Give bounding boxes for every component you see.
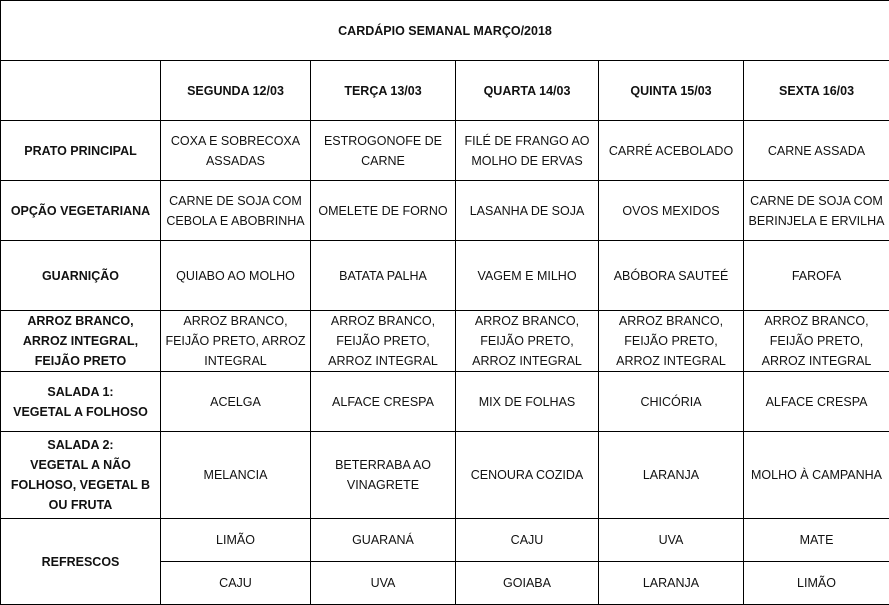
- menu-row: SALADA 2: VEGETAL A NÃO FOLHOSO, VEGETAL…: [1, 432, 889, 519]
- menu-cell: CENOURA COZIDA: [456, 432, 599, 519]
- menu-cell: VAGEM E MILHO: [456, 241, 599, 311]
- menu-cell: CARNE ASSADA: [744, 121, 889, 181]
- row-label: GUARNIÇÃO: [1, 241, 161, 311]
- row-label: REFRESCOS: [1, 519, 161, 605]
- menu-cell: ARROZ BRANCO, FEIJÃO PRETO, ARROZ INTEGR…: [311, 311, 456, 372]
- menu-title: CARDÁPIO SEMANAL MARÇO/2018: [1, 1, 889, 61]
- menu-cell: ARROZ BRANCO, FEIJÃO PRETO, ARROZ INTEGR…: [744, 311, 889, 372]
- menu-cell: ACELGA: [161, 372, 311, 432]
- row-label: SALADA 2: VEGETAL A NÃO FOLHOSO, VEGETAL…: [1, 432, 161, 519]
- menu-cell: LARANJA: [599, 432, 744, 519]
- menu-cell: CARRÉ ACEBOLADO: [599, 121, 744, 181]
- menu-cell: MATE: [744, 519, 889, 562]
- menu-cell: UVA: [599, 519, 744, 562]
- day-header: SEGUNDA 12/03: [161, 61, 311, 121]
- menu-cell: CARNE DE SOJA COM CEBOLA E ABOBRINHA: [161, 181, 311, 241]
- menu-cell: COXA E SOBRECOXA ASSADAS: [161, 121, 311, 181]
- menu-cell: MOLHO À CAMPANHA: [744, 432, 889, 519]
- menu-cell: ALFACE CRESPA: [311, 372, 456, 432]
- row-label: SALADA 1: VEGETAL A FOLHOSO: [1, 372, 161, 432]
- menu-cell: FAROFA: [744, 241, 889, 311]
- day-header: QUARTA 14/03: [456, 61, 599, 121]
- menu-cell: ARROZ BRANCO, FEIJÃO PRETO, ARROZ INTEGR…: [456, 311, 599, 372]
- menu-cell: CAJU: [161, 562, 311, 605]
- menu-cell: LARANJA: [599, 562, 744, 605]
- menu-cell: OVOS MEXIDOS: [599, 181, 744, 241]
- menu-row: ARROZ BRANCO, ARROZ INTEGRAL, FEIJÃO PRE…: [1, 311, 889, 372]
- menu-cell: ARROZ BRANCO, FEIJÃO PRETO, ARROZ INTEGR…: [161, 311, 311, 372]
- menu-cell: ABÓBORA SAUTEÉ: [599, 241, 744, 311]
- menu-cell: ESTROGONOFE DE CARNE: [311, 121, 456, 181]
- row-label: OPÇÃO VEGETARIANA: [1, 181, 161, 241]
- menu-cell: FILÉ DE FRANGO AO MOLHO DE ERVAS: [456, 121, 599, 181]
- menu-cell: LASANHA DE SOJA: [456, 181, 599, 241]
- menu-cell: GUARANÁ: [311, 519, 456, 562]
- menu-cell: LIMÃO: [161, 519, 311, 562]
- menu-cell: QUIABO AO MOLHO: [161, 241, 311, 311]
- menu-cell: CHICÓRIA: [599, 372, 744, 432]
- menu-cell: OMELETE DE FORNO: [311, 181, 456, 241]
- menu-cell: MIX DE FOLHAS: [456, 372, 599, 432]
- menu-cell: CAJU: [456, 519, 599, 562]
- menu-cell: LIMÃO: [744, 562, 889, 605]
- header-row: SEGUNDA 12/03 TERÇA 13/03 QUARTA 14/03 Q…: [1, 61, 889, 121]
- menu-cell: BETERRABA AO VINAGRETE: [311, 432, 456, 519]
- menu-cell: UVA: [311, 562, 456, 605]
- row-label: PRATO PRINCIPAL: [1, 121, 161, 181]
- title-row: CARDÁPIO SEMANAL MARÇO/2018: [1, 1, 889, 61]
- menu-cell: CARNE DE SOJA COM BERINJELA E ERVILHA: [744, 181, 889, 241]
- menu-cell: ALFACE CRESPA: [744, 372, 889, 432]
- menu-cell: BATATA PALHA: [311, 241, 456, 311]
- menu-cell: MELANCIA: [161, 432, 311, 519]
- day-header: QUINTA 15/03: [599, 61, 744, 121]
- menu-cell: ARROZ BRANCO, FEIJÃO PRETO, ARROZ INTEGR…: [599, 311, 744, 372]
- row-label: ARROZ BRANCO, ARROZ INTEGRAL, FEIJÃO PRE…: [1, 311, 161, 372]
- day-header: SEXTA 16/03: [744, 61, 889, 121]
- corner-cell: [1, 61, 161, 121]
- day-header: TERÇA 13/03: [311, 61, 456, 121]
- menu-cell: GOIABA: [456, 562, 599, 605]
